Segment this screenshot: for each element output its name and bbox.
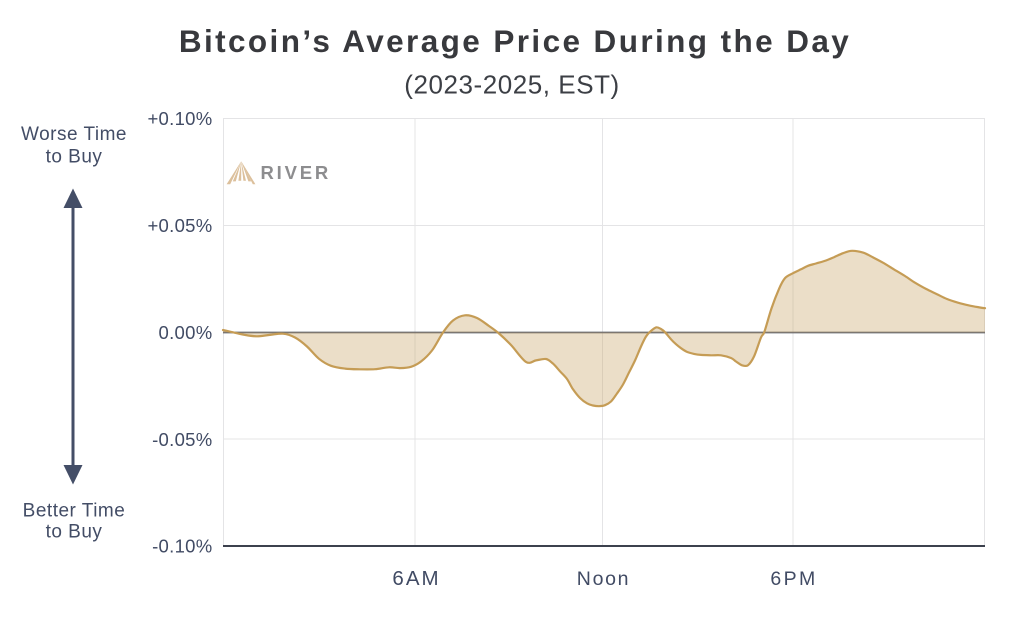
svg-text:RIVER: RIVER xyxy=(261,162,332,183)
svg-text:Better Time: Better Time xyxy=(23,501,126,522)
svg-text:+0.05%: +0.05% xyxy=(147,215,212,236)
svg-text:6PM: 6PM xyxy=(770,568,817,590)
svg-text:(2023-2025, EST): (2023-2025, EST) xyxy=(404,70,619,100)
svg-text:to Buy: to Buy xyxy=(46,147,103,168)
svg-text:+0.10%: +0.10% xyxy=(147,108,212,129)
svg-text:Noon: Noon xyxy=(577,568,630,590)
svg-text:to Buy: to Buy xyxy=(46,522,103,543)
svg-text:6AM: 6AM xyxy=(392,567,440,590)
svg-text:0.00%: 0.00% xyxy=(159,322,213,343)
svg-text:-0.05%: -0.05% xyxy=(152,429,212,450)
svg-text:-0.10%: -0.10% xyxy=(152,536,212,557)
svg-text:Bitcoin’s Average Price During: Bitcoin’s Average Price During the Day xyxy=(179,23,851,59)
svg-text:Worse Time: Worse Time xyxy=(21,124,127,145)
